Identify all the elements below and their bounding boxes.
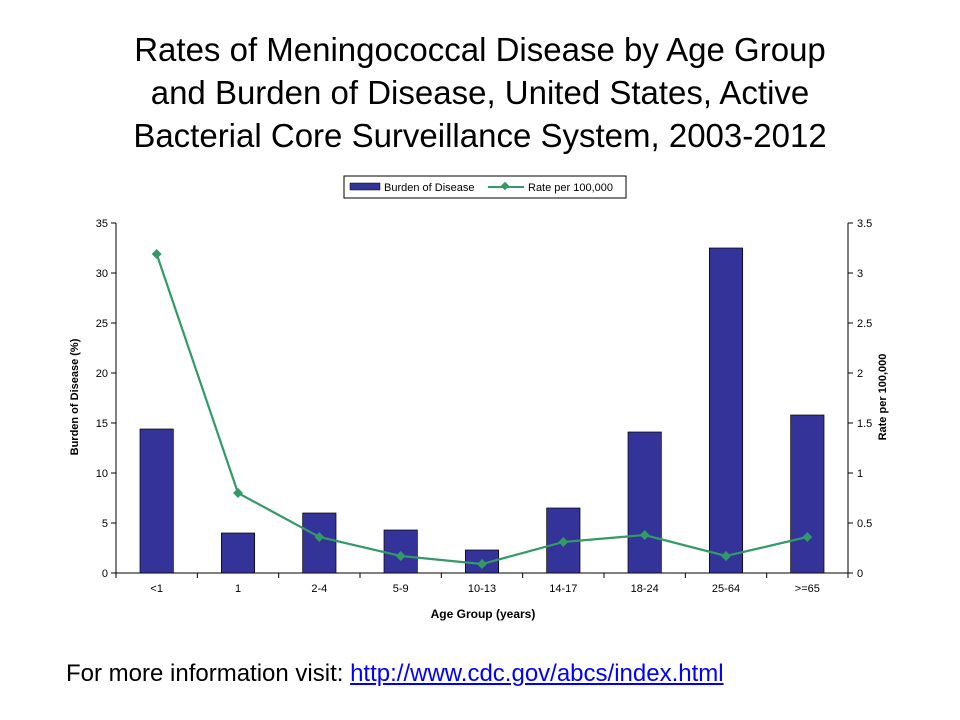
y-tick-label: 25 [96,318,108,330]
y2-axis-label: Rate per 100,000 [877,354,889,441]
y2-tick-label: 2.5 [857,318,872,330]
title-line-1: Rates of Meningococcal Disease by Age Gr… [134,31,826,68]
rate-point [639,530,650,540]
x-tick-label: 5-9 [393,583,409,595]
bar [790,414,825,574]
y2-tick-label: 1 [857,468,863,480]
x-axis-label: Age Group (years) [431,607,536,621]
y-tick-label: 0 [102,568,108,580]
x-tick-label: 10-13 [468,583,496,595]
legend-label-burden: Burden of Disease [384,182,475,194]
y2-tick-label: 3 [857,268,863,280]
bar [220,532,256,574]
y-tick-label: 30 [96,268,108,280]
rate-point [314,532,325,542]
axes: 0 5 10 15 20 25 30 35 0 0.5 1 1.5 2 2.5 3 3.5 <1 1 2-4 5-9 1… [96,218,873,595]
title-line-2: and Burden of Disease, United States, Ac… [150,74,810,111]
rate-point [721,551,731,561]
legend-bar-swatch [349,182,381,191]
x-tick-label: >=65 [795,583,820,595]
rate-point [558,537,569,547]
y-tick-label: 20 [96,368,108,380]
footer-text: For more information visit: [66,660,351,687]
y2-tick-label: 3.5 [857,218,872,230]
y-axis-label: Burden of Disease (%) [69,338,81,455]
bar [302,512,337,574]
bar [139,428,174,574]
legend: Burden of Disease Rate per 100,000 [343,175,627,199]
x-tick-label: 2-4 [311,583,327,595]
y-tick-label: 5 [102,518,108,530]
slide-title: Rates of Meningococcal Disease by Age Gr… [20,28,940,157]
bar-series [139,247,825,574]
y2-tick-label: 0.5 [857,518,872,530]
footer-info: For more information visit: http://www.c… [66,660,724,688]
y2-tick-label: 0 [857,568,863,580]
rate-point [233,488,243,498]
x-tick-label: 1 [235,583,241,595]
rate-point [802,532,813,542]
y2-tick-label: 1.5 [857,418,872,430]
bar [708,247,744,574]
rate-point [151,249,162,259]
bar [627,431,662,574]
x-tick-label: <1 [150,583,163,595]
y-tick-label: 10 [96,468,108,480]
y-tick-label: 35 [96,218,108,230]
x-tick-label: 25-64 [712,583,740,595]
line-series [151,249,813,569]
rate-point [477,559,487,569]
y2-tick-label: 2 [857,368,863,380]
title-line-3: Bacterial Core Surveillance System, 2003… [133,117,827,154]
footer-link[interactable]: http://www.cdc.gov/abcs/index.html [350,660,724,687]
rate-point [395,551,406,561]
x-tick-label: 14-17 [549,583,577,595]
x-tick-label: 18-24 [631,583,659,595]
legend-line-marker [500,181,510,191]
y-tick-label: 15 [96,418,108,430]
legend-label-rate: Rate per 100,000 [528,182,613,194]
legend-box [343,175,627,199]
